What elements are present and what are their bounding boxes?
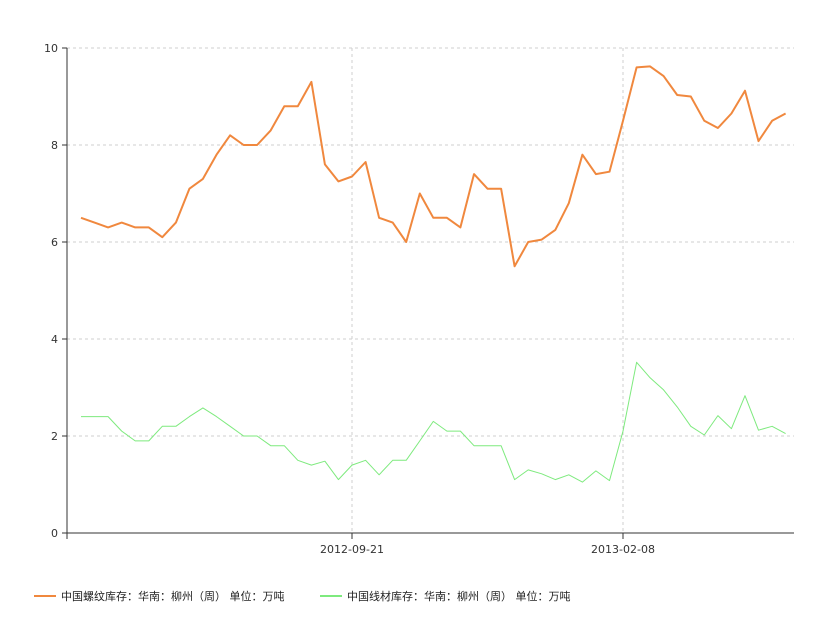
y-tick-label: 10 xyxy=(44,42,58,55)
legend: 中国螺纹库存：华南：柳州（周） 单位：万吨 中国线材库存：华南：柳州（周） 单位：… xyxy=(34,589,571,603)
series-line-1 xyxy=(80,65,787,268)
y-tick-label: 0 xyxy=(51,527,58,540)
y-tick-label: 6 xyxy=(51,236,58,249)
y-tick-label: 2 xyxy=(51,430,58,443)
y-tick-label: 8 xyxy=(51,139,58,152)
series-line-2 xyxy=(81,361,786,483)
x-tick-label: 2013-02-08 xyxy=(591,543,655,556)
axes: 0 2 4 6 8 10 2012-09-21 2013-02-08 xyxy=(44,42,794,556)
grid xyxy=(67,47,794,533)
legend-label-2: 中国线材库存：华南：柳州（周） 单位：万吨 xyxy=(347,589,571,603)
x-tick-label: 2012-09-21 xyxy=(320,543,384,556)
legend-label-1: 中国螺纹库存：华南：柳州（周） 单位：万吨 xyxy=(61,589,285,603)
y-tick-label: 4 xyxy=(51,333,58,346)
series-lines xyxy=(80,65,787,483)
